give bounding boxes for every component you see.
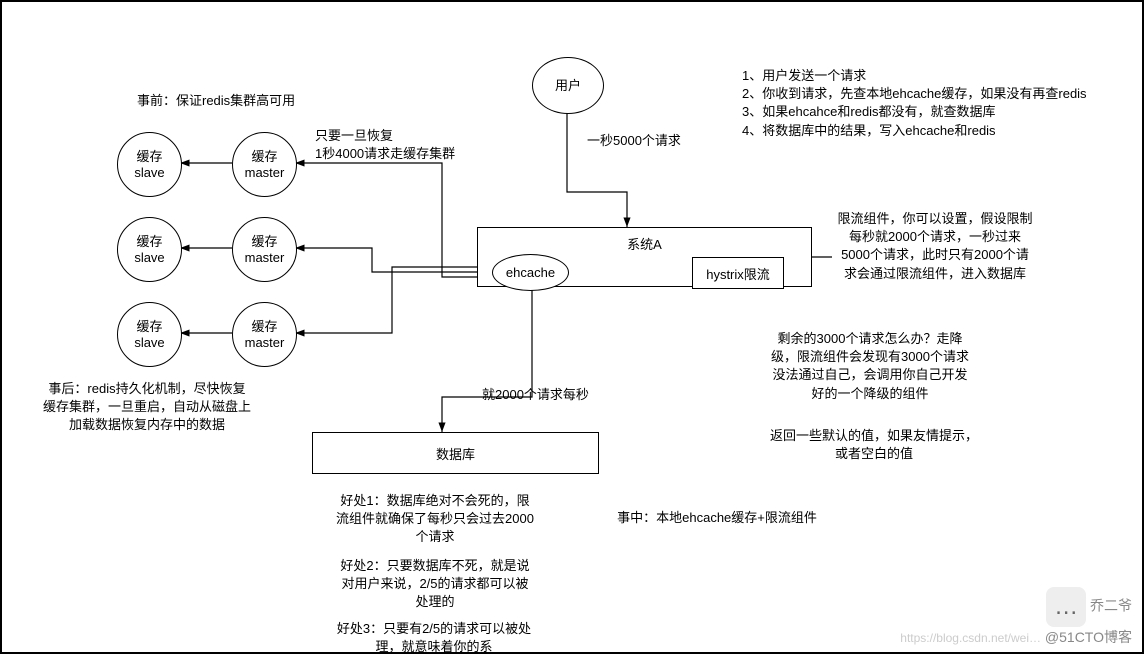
label-benefit2: 好处2：只要数据库不死，就是说对用户来说，2/5的请求都可以被处理的 (335, 557, 535, 612)
label-recover: 只要一旦恢复 1秒4000请求走缓存集群 (315, 127, 515, 163)
database-node: 数据库 (312, 432, 599, 474)
label-rate: 一秒5000个请求 (587, 132, 747, 150)
diagram-canvas: 用户 缓存 slave 缓存 master 缓存 slave 缓存 master… (0, 0, 1144, 654)
hystrix-node: hystrix限流 (692, 257, 784, 289)
label-pre: 事前：保证redis集群高可用 (137, 92, 397, 110)
label-steps: 1、用户发送一个请求 2、你收到请求，先查本地ehcache缓存，如果没有再查r… (742, 67, 1132, 140)
ehcache-node: ehcache (492, 254, 569, 291)
label-defaults: 返回一些默认的值，如果友情提示，或者空白的值 (764, 427, 984, 463)
label-only2k: 就2000个请求每秒 (482, 386, 682, 404)
cache-master-1: 缓存 master (232, 132, 297, 197)
user-node: 用户 (532, 57, 604, 114)
watermark-blog: @51CTO博客 (1045, 629, 1132, 645)
cache-master-2: 缓存 master (232, 217, 297, 282)
watermark: 乔二爷 https://blog.csdn.net/wei… @51CTO博客 (900, 587, 1132, 647)
watermark-icon (1046, 587, 1086, 627)
label-post: 事后：redis持久化机制，尽快恢复缓存集群，一旦重启，自动从磁盘上加载数据恢复… (42, 380, 252, 435)
cache-slave-1: 缓存 slave (117, 132, 182, 197)
cache-master-3: 缓存 master (232, 302, 297, 367)
watermark-name: 乔二爷 (1090, 598, 1132, 614)
cache-slave-3: 缓存 slave (117, 302, 182, 367)
label-benefit3: 好处3：只要有2/5的请求可以被处理，就意味着你的系 (334, 620, 534, 656)
cache-slave-2: 缓存 slave (117, 217, 182, 282)
label-benefit1: 好处1：数据库绝对不会死的，限流组件就确保了每秒只会过去2000个请求 (335, 492, 535, 547)
label-downgrade: 剩余的3000个请求怎么办？走降级，限流组件会发现有3000个请求没法通过自己，… (770, 330, 970, 403)
watermark-faint: https://blog.csdn.net/wei… (900, 631, 1041, 645)
label-mid: 事中：本地ehcache缓存+限流组件 (607, 509, 827, 527)
label-limiter: 限流组件，你可以设置，假设限制每秒就2000个请求，一秒过来5000个请求，此时… (835, 210, 1035, 283)
